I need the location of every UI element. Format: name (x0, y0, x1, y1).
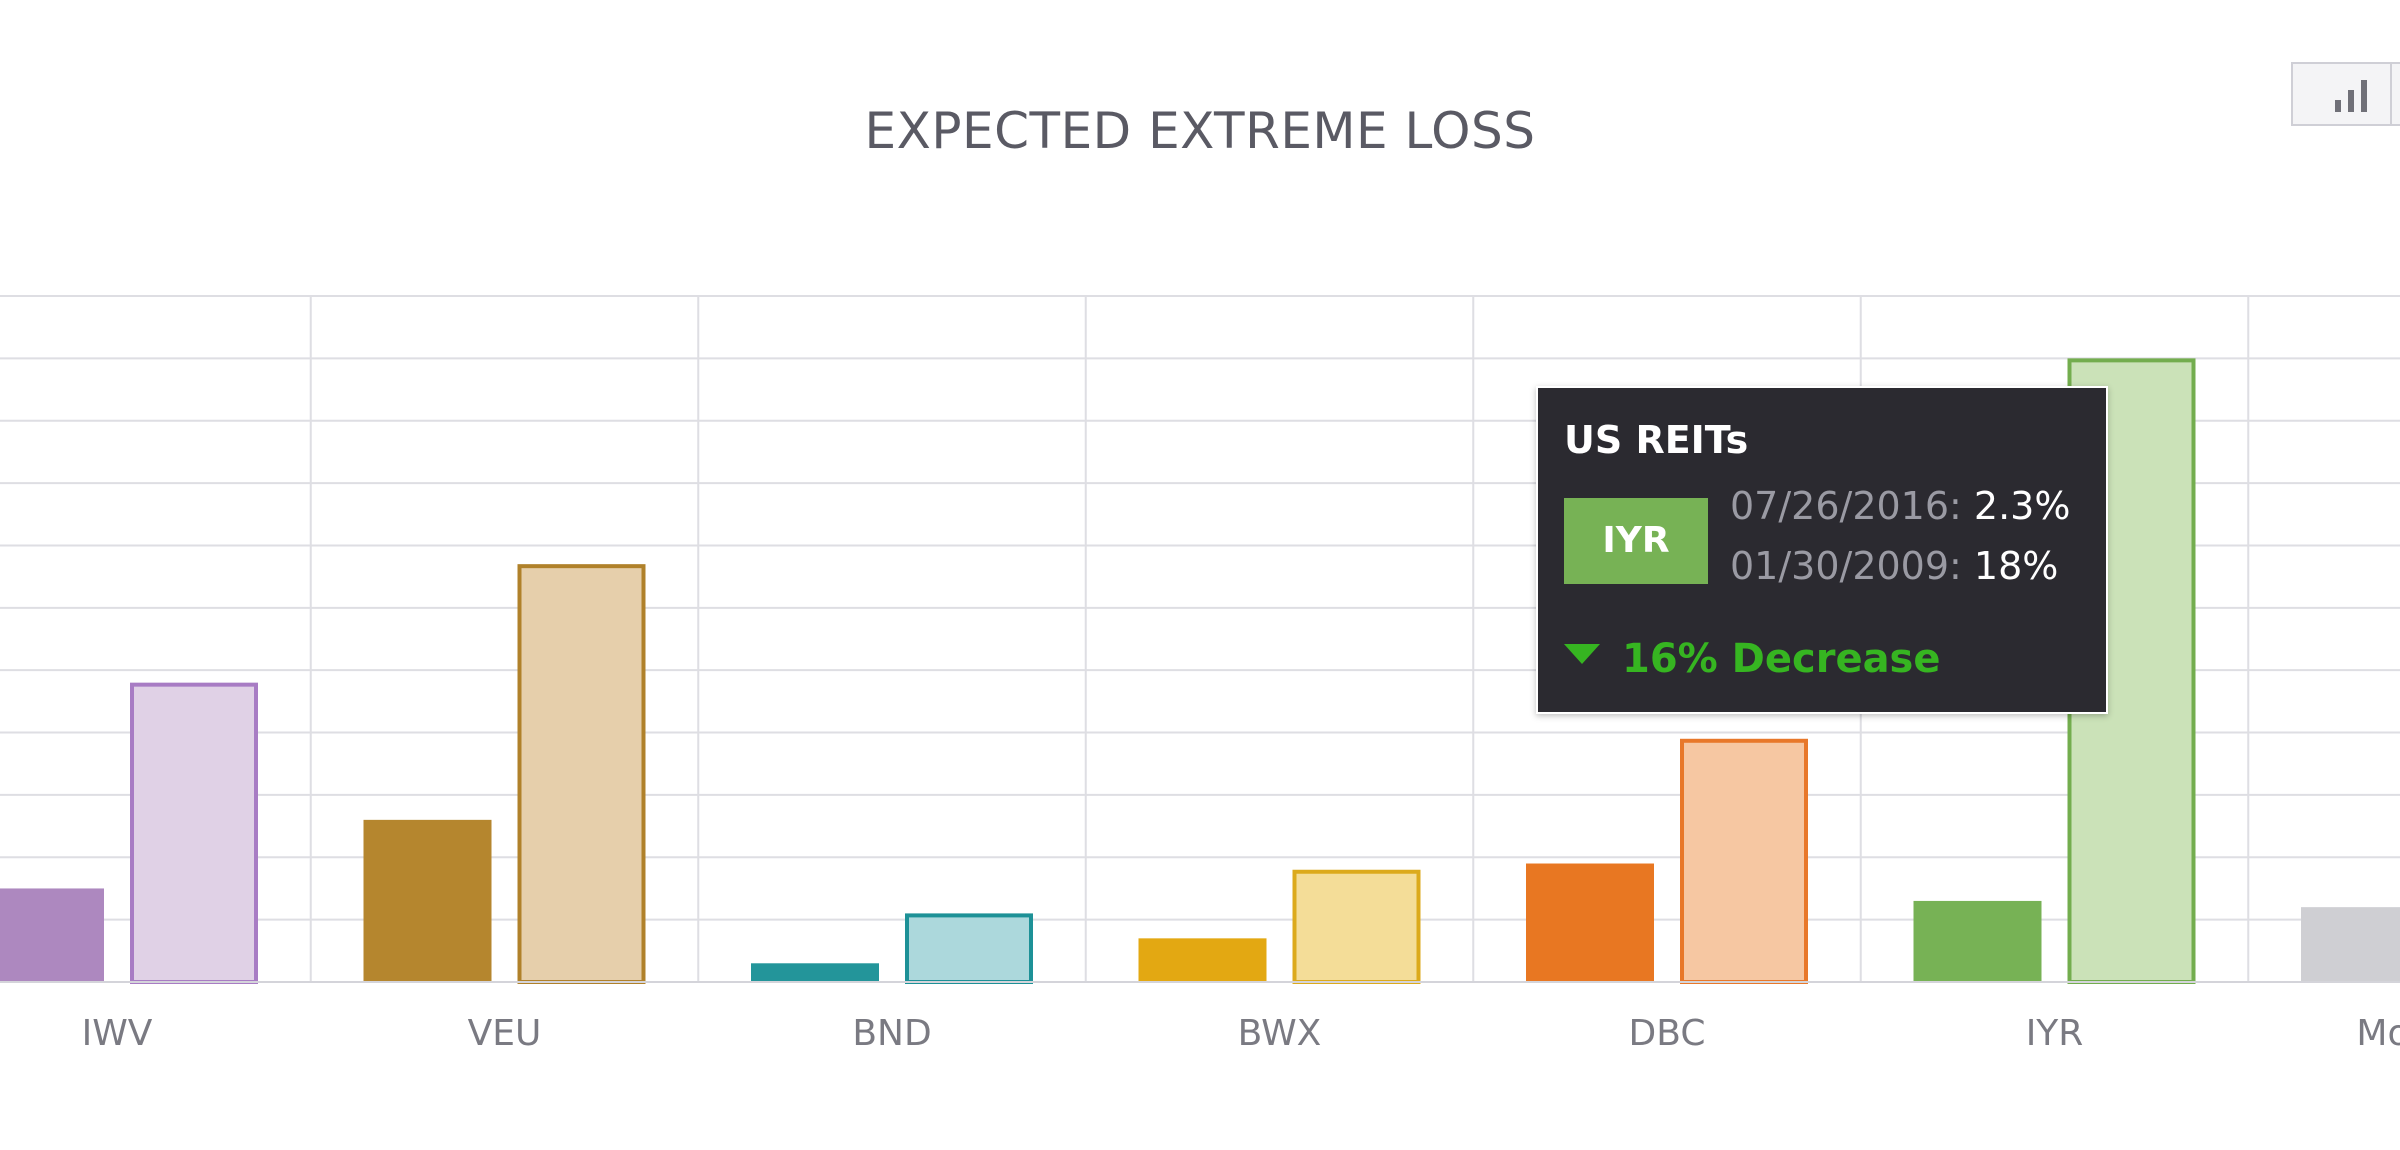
tooltip-row-crisis: 01/30/2009: 18% (1730, 544, 2058, 588)
bar-dbc-crisis (1680, 738, 1808, 984)
bar-iwv-recent (0, 888, 104, 982)
x-tick-label-bnd: BND (852, 1013, 931, 1054)
x-tick-label-moderate: Moderate (2356, 1013, 2400, 1054)
tooltip-change: 16% Decrease (1564, 636, 1941, 682)
bar-bnd-recent (751, 963, 879, 982)
triangle-down-icon (1564, 644, 1600, 664)
tooltip-value-recent: 2.3% (1973, 484, 2071, 528)
tooltip: US REITs IYR 07/26/2016: 2.3% 01/30/2009… (1536, 386, 2108, 714)
x-tick-label-iwv: IWV (82, 1013, 153, 1054)
bar-bwx-crisis (1292, 869, 1421, 985)
bar-moderate-recent (2301, 907, 2400, 982)
x-tick-label-bwx: BWX (1238, 1013, 1322, 1054)
bar-chart-icon (2335, 80, 2371, 112)
tooltip-ticker-badge: IYR (1564, 498, 1708, 584)
tooltip-date-crisis: 01/30/2009: (1730, 544, 1962, 588)
bar-bwx-recent (1138, 938, 1267, 982)
bar-dbc-recent (1526, 863, 1654, 982)
bar-veu-crisis (517, 564, 646, 984)
tooltip-date-recent: 07/26/2016: (1730, 484, 1962, 528)
x-tick-label-dbc: DBC (1629, 1013, 1706, 1054)
x-tick-label-iyr: IYR (2026, 1013, 2084, 1054)
chart-title: EXPECTED EXTREME LOSS (864, 102, 1536, 160)
bar-iyr-recent (1913, 900, 2042, 982)
bar-iwv-crisis (130, 682, 258, 984)
tooltip-title: US REITs (1564, 418, 1749, 462)
toggle-divider (2390, 64, 2392, 124)
tooltip-row-recent: 07/26/2016: 2.3% (1730, 484, 2070, 528)
bar-veu-recent (363, 819, 492, 982)
tooltip-change-label: 16% Decrease (1622, 636, 1941, 682)
x-tick-label-veu: VEU (468, 1013, 542, 1054)
tooltip-value-crisis: 18% (1973, 544, 2059, 588)
bar-bnd-crisis (905, 913, 1033, 985)
chart-type-toggle-button[interactable] (2291, 62, 2400, 126)
